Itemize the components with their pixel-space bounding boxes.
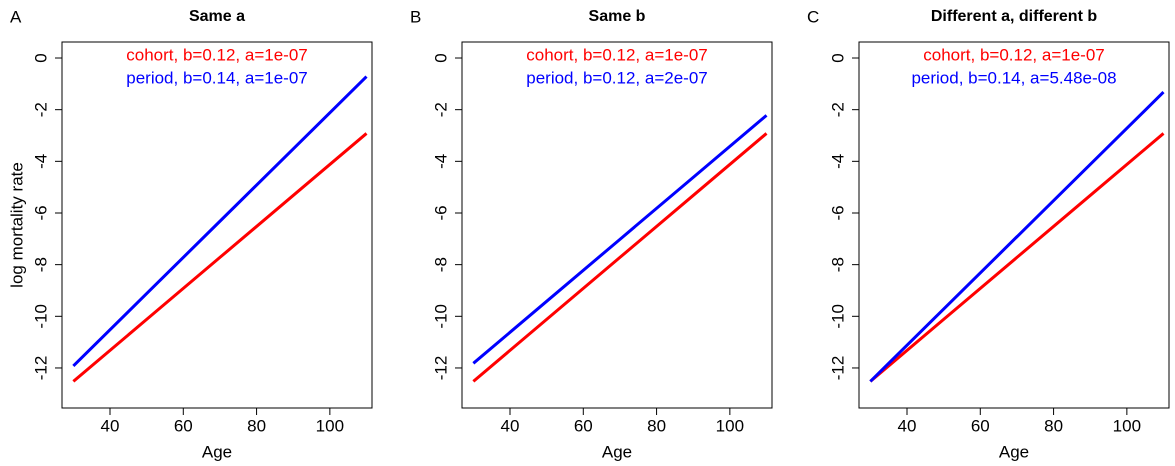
y-tick-label: -4 [828,154,847,169]
y-tick-label: -6 [31,205,50,220]
y-tick-label: 0 [31,53,50,62]
x-tick-label: 60 [971,416,990,435]
x-tick-label: 60 [174,416,193,435]
data-line [72,132,368,383]
x-tick-label: 100 [716,416,744,435]
x-tick-label: 100 [316,416,344,435]
y-tick-label: -10 [31,304,50,329]
y-tick-label: 0 [431,53,450,62]
y-tick-label: -10 [431,304,450,329]
data-line [869,91,1165,383]
x-axis-label: Age [602,442,632,461]
x-tick-label: 60 [574,416,593,435]
legend-entry: cohort, b=0.12, a=1e-07 [526,45,707,64]
legend-entry: cohort, b=0.12, a=1e-07 [923,45,1104,64]
chart-title: Same b [589,8,646,25]
data-line [472,132,768,383]
y-tick-label: -8 [431,257,450,272]
data-line [472,114,768,365]
y-tick-label: -10 [828,304,847,329]
legend-entry: period, b=0.14, a=5.48e-08 [911,68,1116,87]
y-tick-label: -6 [431,205,450,220]
panel-label: A [10,7,22,26]
y-tick-label: -6 [828,205,847,220]
y-tick-label: 0 [828,53,847,62]
data-line [72,75,368,367]
x-tick-label: 40 [501,416,520,435]
panel-label: C [807,7,819,26]
data-line [869,132,1165,383]
x-axis-label: Age [999,442,1029,461]
chart-title: Same a [189,8,245,25]
y-tick-label: -2 [828,102,847,117]
plot-box [461,41,773,409]
y-tick-label: -8 [828,257,847,272]
chart-title: Different a, different b [931,8,1097,25]
legend-entry: period, b=0.12, a=2e-07 [526,68,707,87]
x-tick-label: 100 [1113,416,1141,435]
y-tick-label: -12 [828,356,847,381]
y-axis-label: log mortality rate [7,162,26,288]
panel-label: B [410,7,421,26]
y-tick-label: -4 [431,154,450,169]
x-tick-label: 80 [247,416,266,435]
x-tick-label: 80 [647,416,666,435]
y-tick-label: -2 [31,102,50,117]
x-tick-label: 80 [1044,416,1063,435]
y-tick-label: -8 [31,257,50,272]
x-axis-label: Age [202,442,232,461]
y-tick-label: -2 [431,102,450,117]
y-tick-label: -12 [431,356,450,381]
x-tick-label: 40 [101,416,120,435]
y-tick-label: -12 [31,356,50,381]
y-tick-label: -4 [31,154,50,169]
plot-box [61,41,373,409]
legend-entry: period, b=0.14, a=1e-07 [126,68,307,87]
legend-entry: cohort, b=0.12, a=1e-07 [126,45,307,64]
x-tick-label: 40 [898,416,917,435]
plot-box [858,41,1170,409]
